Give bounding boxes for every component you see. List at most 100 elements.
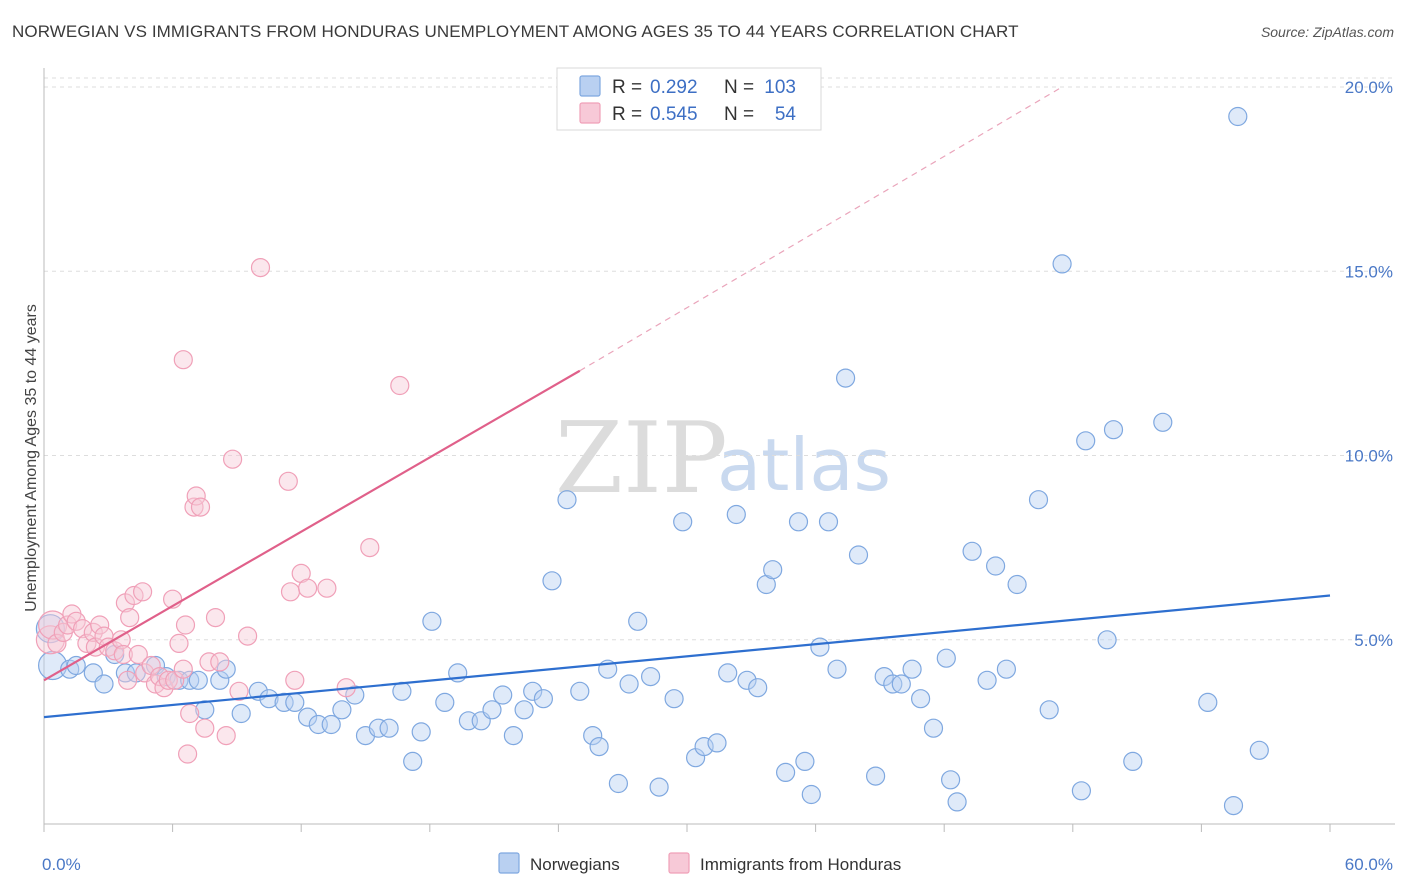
honduras-point (173, 350, 193, 370)
honduras-point (195, 718, 215, 738)
x-tick-label: 60.0% (1345, 855, 1393, 874)
honduras-point (238, 626, 258, 646)
y-tick-label: 10.0% (1345, 447, 1393, 466)
honduras-point (205, 607, 226, 628)
norwegian-point (321, 714, 341, 735)
norwegian-point (608, 773, 629, 794)
stats-r-value-norwegians: 0.292 (650, 77, 698, 98)
norwegian-point (422, 611, 442, 631)
honduras-point (120, 607, 140, 628)
y-tick-label: 5.0% (1354, 631, 1393, 650)
honduras-point (250, 258, 271, 278)
norwegian-point (542, 571, 562, 591)
norwegian-point (996, 659, 1017, 679)
series-norwegians (35, 106, 1269, 816)
trend-line-norwegians (43, 594, 1331, 719)
norwegian-point (936, 648, 956, 668)
stats-n-value-honduras: 54 (775, 104, 797, 125)
honduras-point (278, 471, 298, 491)
source-label: Source: ZipAtlas.com (1260, 24, 1394, 40)
honduras-point (280, 582, 301, 602)
chart-title: NORWEGIAN VS IMMIGRANTS FROM HONDURAS UN… (12, 22, 1019, 41)
watermark: ZIP atlas (555, 402, 891, 516)
stats-legend: R = 0.292 N = 103 R = 0.545 N = 54 (556, 67, 822, 131)
norwegian-point (368, 718, 388, 738)
axes (43, 68, 1395, 832)
honduras-point (37, 610, 68, 640)
stats-n-label: N = (724, 104, 754, 125)
norwegian-point (910, 689, 931, 709)
stats-legend-box (556, 67, 822, 131)
norwegian-point (801, 784, 821, 805)
norwegian-point (482, 700, 502, 720)
norwegian-point (435, 692, 455, 713)
y-tick-label: 20.0% (1345, 78, 1393, 97)
norwegian-point (1228, 106, 1248, 127)
x-tick-label: 0.0% (42, 855, 81, 874)
honduras-point (128, 644, 148, 665)
honduras-point (223, 449, 243, 469)
bottom-legend: Norwegians Immigrants from Honduras (498, 852, 901, 874)
norwegian-point (649, 777, 669, 797)
honduras-point (229, 681, 249, 701)
norwegian-point (570, 681, 590, 701)
honduras-point (133, 582, 153, 602)
honduras-point (83, 622, 103, 643)
norwegian-point (1103, 420, 1124, 440)
norwegian-point (748, 678, 768, 698)
norwegian-point (788, 512, 809, 532)
legend-swatch-norwegians (498, 852, 520, 874)
norwegian-point (66, 655, 86, 676)
norwegian-point (216, 659, 236, 679)
norwegian-point (1071, 781, 1092, 801)
norwegian-point (810, 637, 830, 657)
norwegian-point (795, 751, 815, 772)
trend-line-honduras (43, 369, 581, 682)
norwegian-point (977, 670, 997, 690)
norwegian-point (115, 663, 136, 683)
honduras-point (285, 670, 305, 690)
norwegian-point (379, 718, 399, 738)
honduras-point (317, 578, 337, 598)
honduras-point (158, 670, 178, 690)
norwegian-point (827, 659, 847, 679)
x-tick-labels: 0.0% 60.0% (42, 855, 1393, 874)
series-honduras (35, 258, 410, 764)
norwegian-point (1123, 751, 1143, 772)
y-tick-labels: 5.0% 10.0% 15.0% 20.0% (1345, 78, 1393, 650)
legend-label-norwegians: Norwegians (530, 855, 620, 874)
norwegian-point (902, 659, 922, 679)
honduras-point (199, 652, 219, 672)
stats-legend-swatch-honduras (579, 102, 601, 124)
norwegian-point (523, 681, 543, 701)
norwegian-point (673, 512, 693, 532)
honduras-point (169, 633, 189, 654)
norwegian-point (891, 674, 911, 694)
norwegian-point (285, 692, 305, 713)
norwegian-point (865, 766, 886, 786)
honduras-point (186, 486, 206, 506)
trend-line-honduras-extension (579, 86, 1063, 372)
norwegian-point (628, 611, 648, 631)
norwegian-point (835, 368, 856, 388)
norwegian-point (94, 674, 114, 694)
norwegian-point (718, 663, 738, 683)
norwegian-point (259, 689, 279, 709)
honduras-point (298, 578, 318, 598)
norwegian-point (403, 751, 423, 772)
honduras-point (180, 703, 200, 724)
norwegian-point (775, 762, 796, 783)
stats-n-label: N = (724, 77, 754, 98)
norwegian-point (583, 725, 603, 746)
norwegian-point (985, 556, 1006, 576)
stats-r-label: R = (612, 104, 642, 125)
norwegian-point (533, 689, 554, 709)
norwegian-point (1039, 700, 1059, 720)
norwegian-point (231, 703, 251, 724)
norwegian-point (589, 736, 609, 757)
norwegian-point (411, 722, 431, 742)
norwegian-point (707, 733, 727, 753)
honduras-point (66, 611, 86, 631)
stats-r-value-honduras: 0.545 (650, 104, 698, 125)
norwegian-point (640, 666, 661, 687)
